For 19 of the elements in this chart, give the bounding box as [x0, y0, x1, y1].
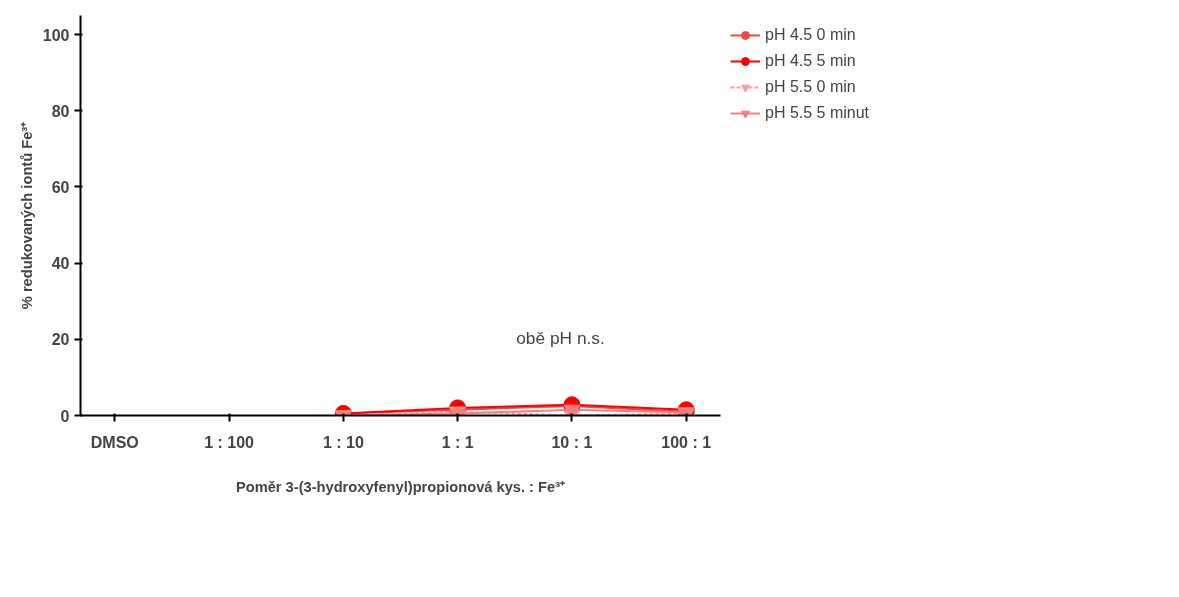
y-tick-label: 20 [51, 331, 70, 349]
y-tick-label: 100 [42, 26, 70, 44]
x-tick-label: DMSO [90, 433, 139, 451]
y-tick-label: 80 [51, 102, 70, 120]
legend-label: pH 5.5 0 min [765, 78, 856, 96]
y-tick-label: 60 [51, 178, 70, 196]
y-tick-label: 40 [51, 255, 70, 273]
x-axis-title: Poměr 3-(3-hydroxyfenyl)propionová kys. : Fe³⁺ [235, 478, 566, 495]
x-tick-label: 100 : 1 [661, 433, 712, 451]
y-axis-title: % redukovaných iontů Fe³⁺ [18, 121, 35, 310]
y-tick-label: 0 [60, 407, 70, 425]
annotation: obě pH n.s. [516, 327, 605, 348]
legend-label: pH 4.5 0 min [765, 26, 856, 44]
x-tick-label: 1 : 10 [322, 433, 364, 451]
x-tick-label: 10 : 1 [551, 433, 593, 451]
legend-label: pH 5.5 5 minut [765, 104, 870, 122]
x-tick-label: 1 : 100 [204, 433, 255, 451]
x-tick-label: 1 : 1 [441, 433, 474, 451]
legend-label: pH 4.5 5 min [765, 52, 856, 70]
